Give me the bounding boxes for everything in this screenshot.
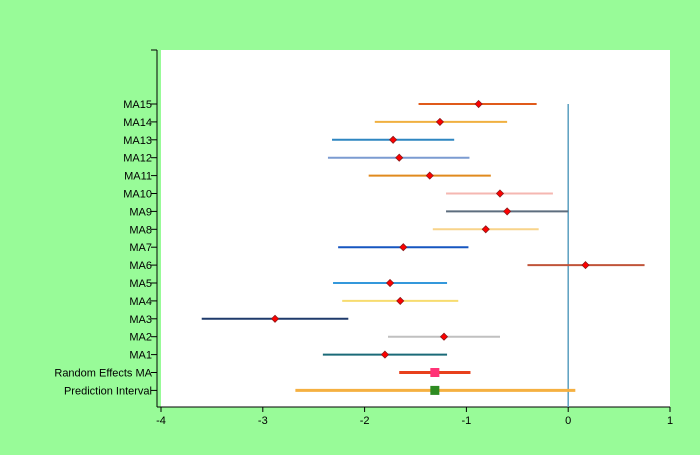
estimate-marker: [395, 153, 404, 162]
x-tick-label: -4: [156, 415, 166, 427]
x-tick-label: -1: [462, 415, 472, 427]
row-label: MA8: [129, 224, 152, 236]
row-label: MA10: [123, 189, 152, 201]
row-label: MA1: [129, 350, 152, 362]
row-label: MA6: [129, 260, 152, 272]
row-label: MA7: [129, 242, 152, 254]
plot-area-background: [161, 50, 670, 407]
row-label: MA4: [129, 296, 152, 308]
row-label: MA11: [124, 171, 152, 183]
estimate-marker: [425, 171, 434, 180]
estimate-marker: [435, 117, 444, 126]
estimate-marker: [385, 278, 395, 288]
estimate-marker: [495, 189, 505, 198]
estimate-marker: [399, 243, 408, 252]
estimate-marker: [474, 99, 483, 109]
row-label: MA13: [123, 135, 152, 147]
row-label: Random Effects MA: [54, 368, 152, 380]
estimate-marker: [270, 314, 280, 323]
x-tick-label: 0: [565, 415, 571, 427]
estimate-marker: [481, 225, 490, 234]
estimate-marker: [380, 350, 390, 359]
estimate-marker: [581, 261, 590, 270]
row-label: MA5: [129, 278, 152, 290]
estimate-marker: [503, 207, 512, 216]
x-tick-label: -2: [360, 415, 370, 427]
estimate-marker: [430, 368, 440, 377]
x-tick-label: 1: [667, 415, 673, 427]
row-label: MA2: [129, 332, 152, 344]
row-label: Prediction Interval: [64, 385, 152, 397]
row-label: MA12: [123, 153, 152, 165]
estimate-marker: [389, 135, 398, 144]
row-label: MA15: [123, 99, 152, 111]
row-label: MA14: [123, 117, 152, 129]
row-label: MA9: [129, 206, 152, 218]
estimate-marker: [430, 385, 440, 395]
estimate-marker: [439, 332, 449, 341]
row-label: MA3: [129, 314, 152, 326]
x-tick-label: -3: [258, 415, 268, 427]
estimate-marker: [396, 296, 405, 305]
